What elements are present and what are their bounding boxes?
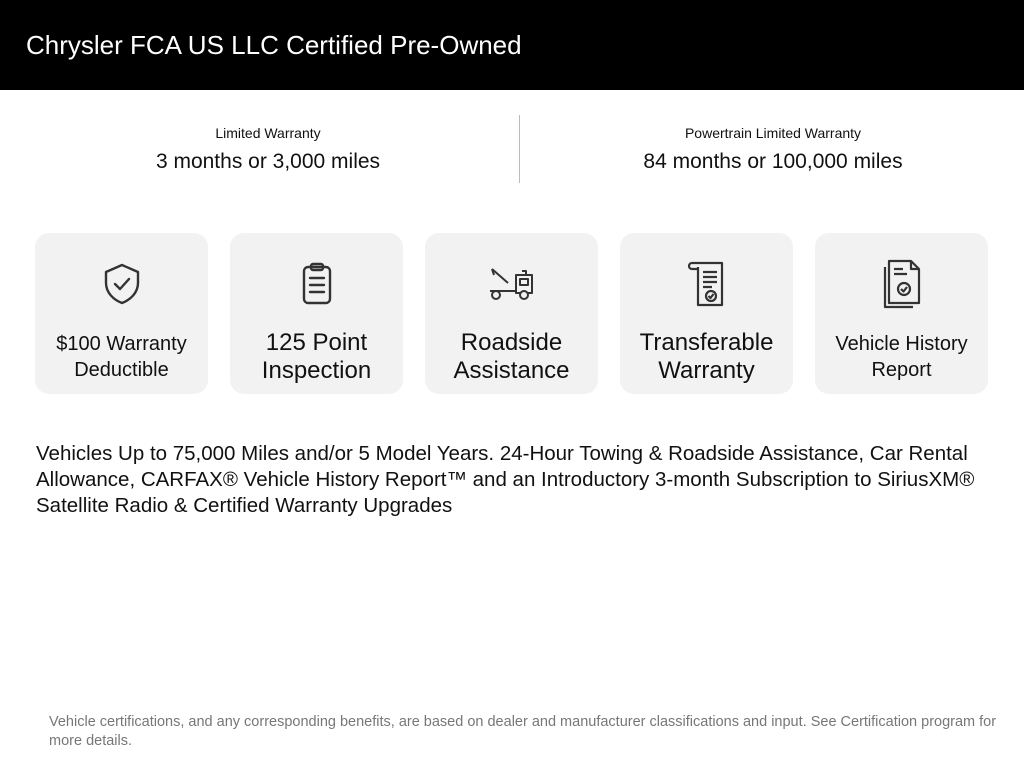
card-label: $100 Warranty Deductible	[56, 333, 187, 381]
feature-card-history-report: Vehicle History Report	[815, 233, 988, 394]
warranty-value: 84 months or 100,000 miles	[643, 150, 903, 173]
warranty-label: Limited Warranty	[215, 125, 321, 141]
page-title: Chrysler FCA US LLC Certified Pre-Owned	[26, 29, 522, 60]
feature-cards: $100 Warranty Deductible 125 Point Inspe…	[35, 233, 988, 394]
tow-truck-icon	[425, 233, 598, 329]
warranty-summary: Limited Warranty 3 months or 3,000 miles…	[0, 115, 1024, 223]
feature-card-warranty-deductible: $100 Warranty Deductible	[35, 233, 208, 394]
feature-card-roadside: Roadside Assistance	[425, 233, 598, 394]
feature-card-transferable: Transferable Warranty	[620, 233, 793, 394]
certification-disclaimer: Vehicle certifications, and any correspo…	[49, 714, 997, 749]
limited-warranty: Limited Warranty 3 months or 3,000 miles	[0, 115, 536, 223]
warranty-label: Powertrain Limited Warranty	[684, 125, 862, 141]
card-label: Roadside Assistance	[453, 329, 570, 384]
certificate-scroll-icon	[620, 233, 793, 329]
powertrain-warranty: Powertrain Limited Warranty 84 months or…	[536, 115, 1010, 223]
card-label: Transferable Warranty	[639, 329, 774, 384]
clipboard-icon	[230, 233, 403, 329]
divider	[519, 115, 520, 183]
card-label: 125 Point Inspection	[261, 329, 372, 384]
warranty-value: 3 months or 3,000 miles	[155, 150, 381, 173]
feature-card-inspection: 125 Point Inspection	[230, 233, 403, 394]
header-bar: Chrysler FCA US LLC Certified Pre-Owned	[0, 0, 1024, 90]
program-description: Vehicles Up to 75,000 Miles and/or 5 Mod…	[36, 442, 975, 517]
documents-check-icon	[815, 233, 988, 329]
card-label: Vehicle History Report	[835, 333, 968, 381]
shield-check-icon	[35, 233, 208, 329]
